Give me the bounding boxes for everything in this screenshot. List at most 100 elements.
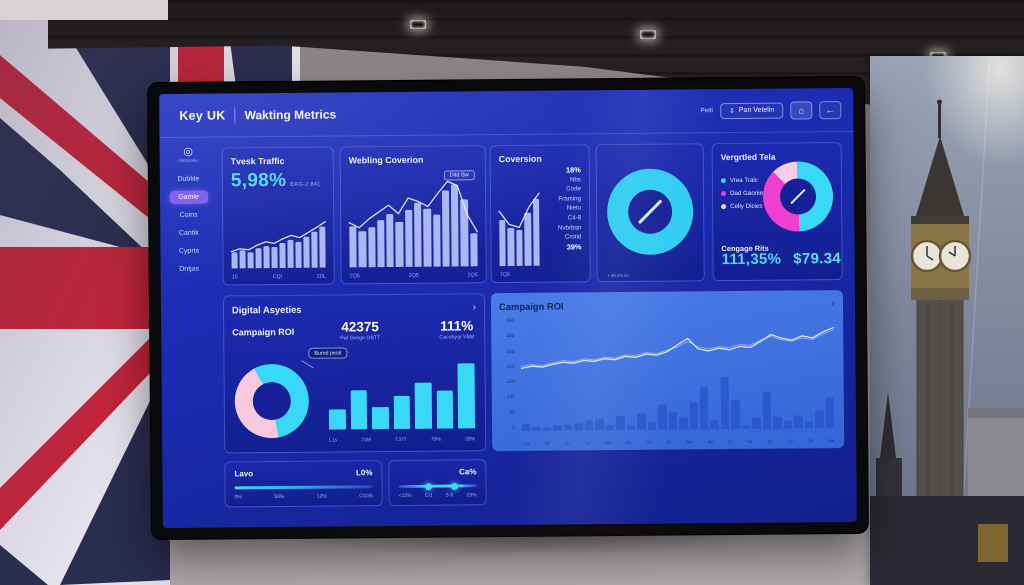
gauge-caption: • 48 24-44	[607, 272, 629, 279]
sidebar-item-coins[interactable]: Coins	[179, 211, 198, 219]
range-slider-track[interactable]	[398, 482, 477, 490]
coversion-chart	[499, 192, 540, 267]
webling-badge-button[interactable]: Ditd Bw	[443, 170, 475, 181]
bar	[595, 418, 604, 431]
x-axis-tick: 7y	[585, 440, 590, 446]
digital-panel-head: Digital Asyeties ›	[232, 301, 477, 316]
y-axis-tick: 150	[506, 380, 515, 386]
brand-name: Key UK	[179, 107, 226, 123]
slider-tick-label: C/1	[424, 492, 433, 499]
roi-mini-x-labels: L1s 7d9l T3?7 70% 28%	[329, 436, 475, 443]
sidebar-item-gamle[interactable]: Gamle	[169, 190, 208, 204]
coversion-panel: Coversion 7Q5 18% Nbs Code Framing Nietu C4-8…	[489, 144, 591, 284]
vergrtled-panel: Vergrtled Tela Vrea Tralc Dad Gaonie Cel…	[711, 142, 843, 282]
legend-dot-cyan	[720, 178, 726, 184]
bar	[678, 417, 688, 430]
coversion-panel-title: Coversion	[498, 153, 542, 165]
x-axis-tick: Ma	[686, 439, 693, 445]
bar	[372, 406, 389, 430]
stat-line: Crotid	[564, 233, 582, 241]
traffic-chart	[231, 212, 325, 269]
x-axis-tick: 1q	[767, 438, 773, 444]
x-axis-label: 7Q5	[499, 271, 510, 279]
ceiling-beam	[0, 0, 168, 20]
target-logo-icon: ◎	[183, 145, 193, 158]
stat-line: 39%	[566, 242, 582, 252]
range-slider-label: Ca%	[459, 467, 477, 477]
stat-label: Fwl Gvege OBTT	[340, 335, 381, 342]
sidebar: ◎ Delapoku Dubkle Gamle Coins Cantik Cyp…	[160, 138, 220, 528]
engage-metric-value-2: $79.34	[793, 250, 842, 268]
chevron-right-icon[interactable]: ›	[831, 297, 836, 309]
bar	[626, 425, 636, 430]
webling-x-labels: 2Q5 2Q5 2Q5	[350, 272, 478, 279]
x-axis-tick: 7d	[808, 438, 814, 444]
roi-donut	[234, 363, 310, 439]
x-axis-label: 2Q5	[467, 272, 478, 279]
header-right-text: Peiti	[700, 107, 714, 115]
sidebar-item-dubkle[interactable]: Dubkle	[177, 175, 200, 183]
slider-handle[interactable]	[451, 482, 459, 490]
x-axis-label: T3?7	[395, 436, 407, 443]
engage-metric-value: 111,35%	[721, 250, 782, 269]
slider-handle[interactable]	[424, 482, 432, 490]
sidebar-item-dntjas[interactable]: Dntjas	[179, 265, 200, 273]
coversion-trend-line	[499, 192, 540, 266]
webling-panel: Webling Coverion Ditd Bw 2Q5 2Q5 2Q5	[339, 145, 487, 285]
roi-mini-bars	[328, 360, 476, 430]
roi-bar-chart	[522, 369, 835, 431]
header-actions: Peiti ⇩ Pan Vetelin ⌂ ←	[700, 100, 842, 120]
back-button[interactable]: ←	[819, 100, 842, 119]
donut-tooltip: Bumd pesit	[308, 347, 348, 359]
sidebar-item-cyprts[interactable]: Cyprts	[178, 247, 200, 255]
slider-tick-label: 50%	[274, 493, 285, 501]
vergrtled-donut	[762, 161, 834, 232]
x-axis-tick: 8d	[707, 439, 713, 445]
page-title: Wakting Metrics	[244, 106, 337, 122]
roi-line-chart	[521, 318, 833, 374]
sidebar-item-cantik[interactable]: Cantik	[178, 229, 199, 237]
legend-dot-magenta	[720, 191, 727, 197]
bar	[393, 396, 411, 430]
stat-line: 18%	[565, 165, 581, 175]
bar	[414, 382, 432, 429]
x-axis-tick: 9d	[605, 440, 611, 446]
digital-stat-2: 111% Cacobyqr VBM	[439, 318, 474, 340]
digital-panel: Digital Asyeties › Campaign ROI 42375 Fw…	[222, 293, 487, 454]
ceiling-spotlight	[640, 30, 656, 39]
bar	[741, 424, 751, 429]
tv-shadow	[168, 526, 864, 566]
x-axis-tick: 2r	[666, 439, 671, 445]
stat-line: C4-8	[567, 214, 582, 222]
traffic-x-labels: 15 CQl 20L	[232, 274, 326, 281]
bar	[825, 397, 835, 429]
coversion-stats: 18% Nbs Code Framing Nietu C4-8 Nvbrbqn Crotid 3…	[539, 165, 582, 252]
chevron-right-icon[interactable]: ›	[472, 301, 477, 313]
y-axis-tick: 200	[506, 364, 515, 370]
bar	[668, 411, 678, 430]
bar	[762, 391, 772, 429]
y-axis-tick: 350	[506, 318, 515, 325]
level-slider-ticks: 0% 50% 12% C/235	[235, 493, 373, 500]
export-button[interactable]: ⇩ Pan Vetelin	[719, 102, 784, 119]
y-axis-tick: 100	[506, 395, 515, 401]
bar	[752, 418, 761, 429]
x-axis-label: 70%	[430, 436, 441, 443]
export-button-label: Pan Vetelin	[738, 106, 775, 114]
home-button[interactable]: ⌂	[790, 100, 813, 120]
slider-tick-label: 5-9	[446, 492, 454, 499]
x-axis-tick: 23	[787, 438, 793, 444]
roi-bars	[522, 369, 835, 431]
sidebar-logo-label: Delapoku	[178, 157, 198, 163]
big-ben-photo-wall	[870, 55, 1024, 585]
bar	[637, 413, 646, 430]
x-axis-tick: 1Ja	[522, 440, 530, 446]
level-slider-track[interactable]	[234, 485, 373, 490]
roi-panel-head: Campaign ROI ›	[499, 298, 835, 312]
bar	[542, 427, 552, 431]
bar	[328, 409, 346, 430]
bar	[532, 426, 542, 431]
stat-value: 42375	[341, 319, 379, 335]
stat-value: 111%	[440, 318, 474, 334]
x-axis-label: 20L	[316, 273, 326, 280]
